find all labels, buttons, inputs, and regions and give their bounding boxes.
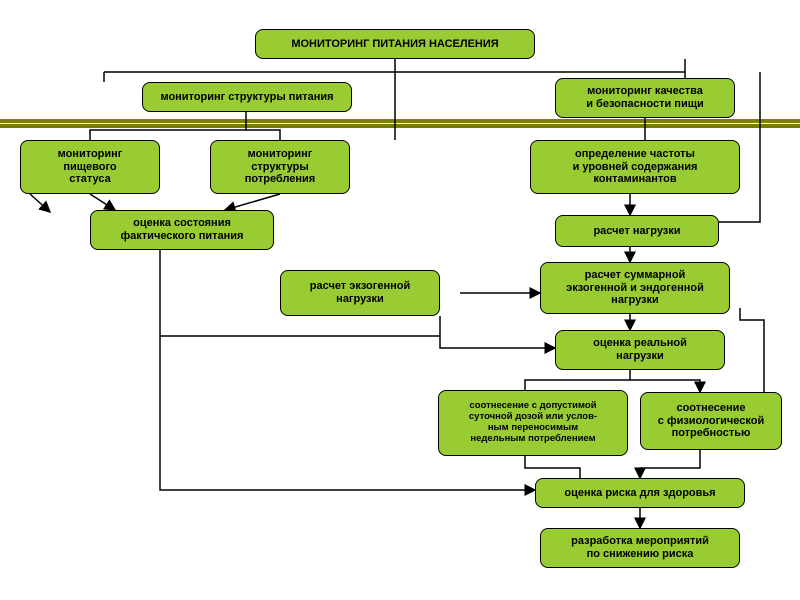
node-i_dev: разработка мероприятийпо снижению риска [540, 528, 740, 568]
node-d_assess: оценка состоянияфактического питания [90, 210, 274, 250]
decor-band [0, 124, 800, 128]
edge [246, 130, 280, 140]
node-h_risk: оценка риска для здоровья [535, 478, 745, 508]
edge [30, 194, 50, 212]
node-g_phys: соотнесениес физиологическойпотребностью [640, 392, 782, 450]
edge [90, 194, 115, 210]
node-root: МОНИТОРИНГ ПИТАНИЯ НАСЕЛЕНИЯ [255, 29, 535, 59]
node-e_exo: расчет экзогеннойнагрузки [280, 270, 440, 316]
node-c_stat: мониторингпищевогостатуса [20, 140, 160, 194]
node-d_load: расчет нагрузки [555, 215, 719, 247]
node-e_sum: расчет суммарнойэкзогенной и эндогеннойн… [540, 262, 730, 314]
node-g_dose: соотнесение с допустимойсуточной дозой и… [438, 390, 628, 456]
edge [630, 380, 700, 392]
edge [640, 450, 700, 478]
node-b_struct: мониторинг структуры питания [142, 82, 352, 112]
decor-band [0, 119, 800, 123]
node-f_real: оценка реальнойнагрузки [555, 330, 725, 370]
node-b_qual: мониторинг качестваи безопасности пищи [555, 78, 735, 118]
node-c_freq: определение частотыи уровней содержанияк… [530, 140, 740, 194]
node-c_cons: мониторингструктурыпотребления [210, 140, 350, 194]
edge [525, 456, 580, 478]
edge [225, 194, 280, 210]
edge [440, 316, 555, 348]
